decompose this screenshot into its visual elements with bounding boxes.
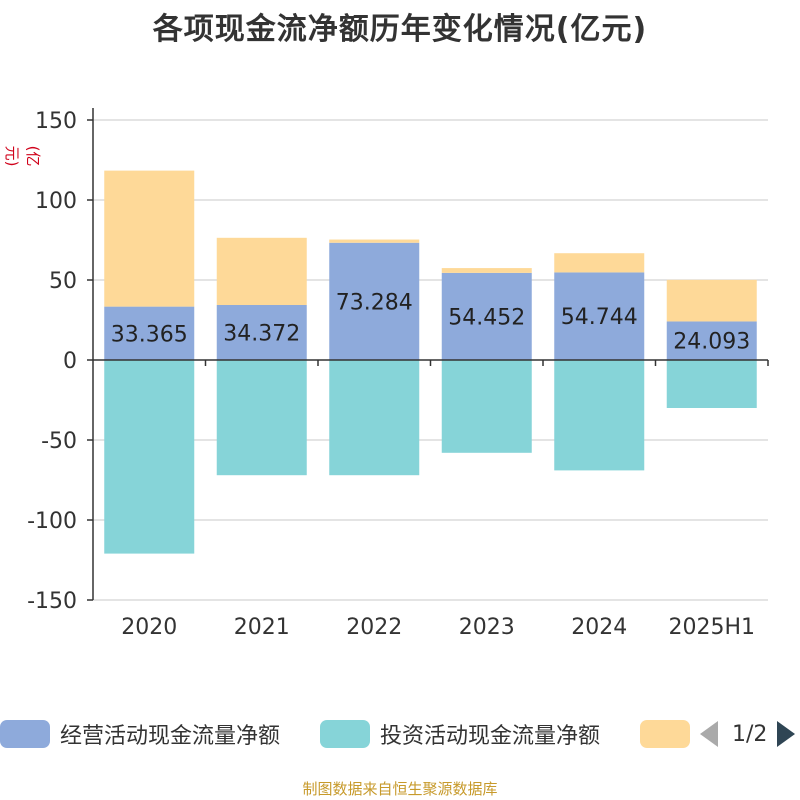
legend-label-investing: 投资活动现金流量净额 xyxy=(380,724,601,749)
legend-swatch-third xyxy=(640,720,690,748)
legend-prev-page-icon[interactable] xyxy=(700,721,718,747)
bar-s1-2024 xyxy=(554,360,645,471)
data-label-2021: 34.372 xyxy=(223,322,300,347)
bar-s2-2023 xyxy=(441,268,532,273)
legend-item-operating[interactable]: 经营活动现金流量净额 xyxy=(0,714,280,754)
legend-page-indicator: 1/2 xyxy=(732,721,768,747)
legend-label-operating: 经营活动现金流量净额 xyxy=(60,724,281,749)
x-tick-label: 2021 xyxy=(234,615,290,640)
y-tick-label: 100 xyxy=(35,189,77,214)
x-tick-label: 2024 xyxy=(571,615,627,640)
bar-s0-2025H1 xyxy=(666,321,757,360)
legend-swatch-operating xyxy=(0,720,50,748)
y-tick-label: 50 xyxy=(49,269,77,294)
x-tick-label: 2025H1 xyxy=(668,615,755,640)
y-tick-label: -150 xyxy=(27,589,77,614)
legend-pager: 1/2 xyxy=(700,714,796,754)
bar-s1-2020 xyxy=(104,360,195,554)
bar-s1-2022 xyxy=(329,360,420,476)
bar-s0-2023 xyxy=(441,272,532,360)
bar-s0-2022 xyxy=(329,242,420,360)
bar-s1-2025H1 xyxy=(666,360,757,408)
chart-title: 各项现金流净额历年变化情况(亿元) xyxy=(152,12,648,47)
x-tick-label: 2022 xyxy=(346,615,402,640)
bar-s2-2025H1 xyxy=(666,279,757,322)
bar-s0-2024 xyxy=(554,272,645,360)
data-label-2023: 54.452 xyxy=(448,305,525,330)
data-label-2022: 73.284 xyxy=(336,290,413,315)
data-label-2025H1: 24.093 xyxy=(673,330,750,355)
bar-s2-2022 xyxy=(329,239,420,243)
y-tick-label: -50 xyxy=(41,429,77,454)
y-tick-label: 0 xyxy=(63,349,77,374)
bar-s0-2021 xyxy=(216,305,307,360)
bar-s2-2021 xyxy=(216,237,307,306)
legend-next-page-icon[interactable] xyxy=(777,721,796,747)
data-label-2020: 33.365 xyxy=(111,322,188,347)
bar-chart: 150 100 50 0 -50 -100 -150 33.365 2020 34.372 2021… xyxy=(27,108,769,640)
x-tick-label: 2020 xyxy=(121,615,177,640)
bar-s2-2024 xyxy=(554,253,645,273)
source-footer: 制图数据来自恒生聚源数据库 xyxy=(302,780,498,798)
data-label-2024: 54.744 xyxy=(561,305,638,330)
bar-s1-2021 xyxy=(216,360,307,476)
legend-item-third[interactable] xyxy=(640,714,690,754)
legend-swatch-investing xyxy=(320,720,370,748)
legend-item-investing[interactable]: 投资活动现金流量净额 xyxy=(320,714,600,754)
y-tick-label: -100 xyxy=(27,509,77,534)
y-tick-label: 150 xyxy=(35,109,77,134)
x-tick-label: 2023 xyxy=(459,615,515,640)
legend: 经营活动现金流量净额 投资活动现金流量净额 1/2 xyxy=(0,714,800,754)
bar-s2-2020 xyxy=(104,170,195,307)
bar-s0-2020 xyxy=(104,306,195,360)
bar-s1-2023 xyxy=(441,360,532,453)
